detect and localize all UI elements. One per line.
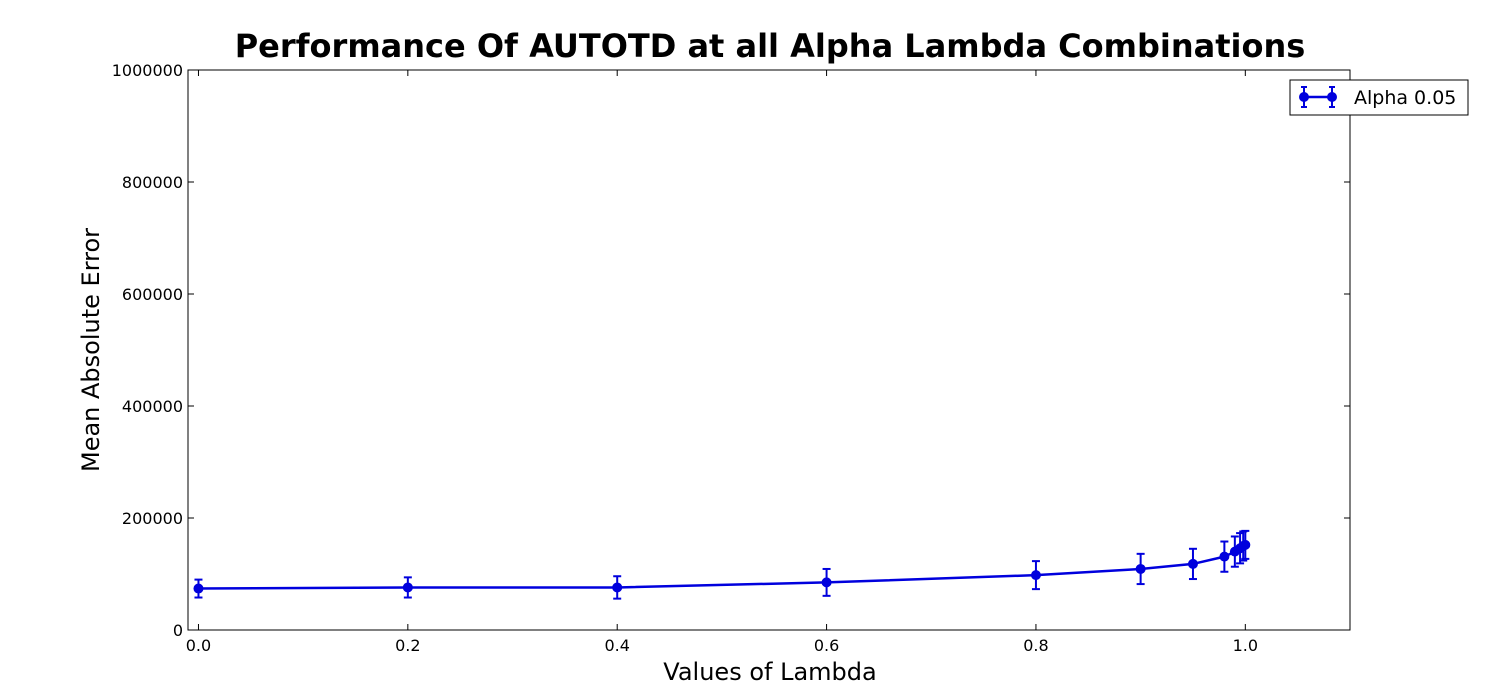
data-point — [1219, 551, 1230, 562]
y-tick-label: 1000000 — [112, 61, 183, 80]
data-point — [612, 582, 623, 593]
data-point — [821, 577, 832, 588]
legend-point — [1299, 92, 1309, 102]
x-axis-label: Values of Lambda — [663, 658, 876, 686]
data-point — [402, 582, 413, 593]
legend: Alpha 0.05 — [1289, 79, 1469, 116]
x-tick-label: 0.2 — [395, 636, 420, 655]
y-axis: 0 200000 400000 600000 800000 1000000 — [112, 61, 1350, 640]
legend-marker — [1299, 86, 1337, 108]
y-tick-label: 400000 — [122, 397, 183, 416]
data-point — [1240, 539, 1251, 550]
y-tick-label: 200000 — [122, 509, 183, 528]
x-tick-label: 0.8 — [1023, 636, 1048, 655]
plot-area — [187, 69, 1351, 631]
x-axis: 0.0 0.2 0.4 0.6 0.8 1.0 — [186, 70, 1258, 655]
y-tick-label: 600000 — [122, 285, 183, 304]
chart-title: Performance Of AUTOTD at all Alpha Lambd… — [235, 27, 1306, 65]
y-tick-label: 800000 — [122, 173, 183, 192]
y-tick-label: 0 — [173, 621, 183, 640]
x-tick-label: 1.0 — [1233, 636, 1258, 655]
legend-point — [1327, 92, 1337, 102]
data-point — [1187, 558, 1198, 569]
legend-entry-label: Alpha 0.05 — [1354, 87, 1456, 109]
x-tick-label: 0.6 — [814, 636, 839, 655]
data-point — [1135, 563, 1146, 574]
series-line — [198, 543, 1246, 590]
data-points — [193, 539, 1251, 594]
x-tick-label: 0.4 — [604, 636, 629, 655]
y-axis-label: Mean Absolute Error — [77, 228, 105, 472]
series-lines — [198, 543, 1246, 590]
x-tick-label: 0.0 — [186, 636, 211, 655]
data-point — [1030, 570, 1041, 581]
data-point — [193, 583, 204, 594]
